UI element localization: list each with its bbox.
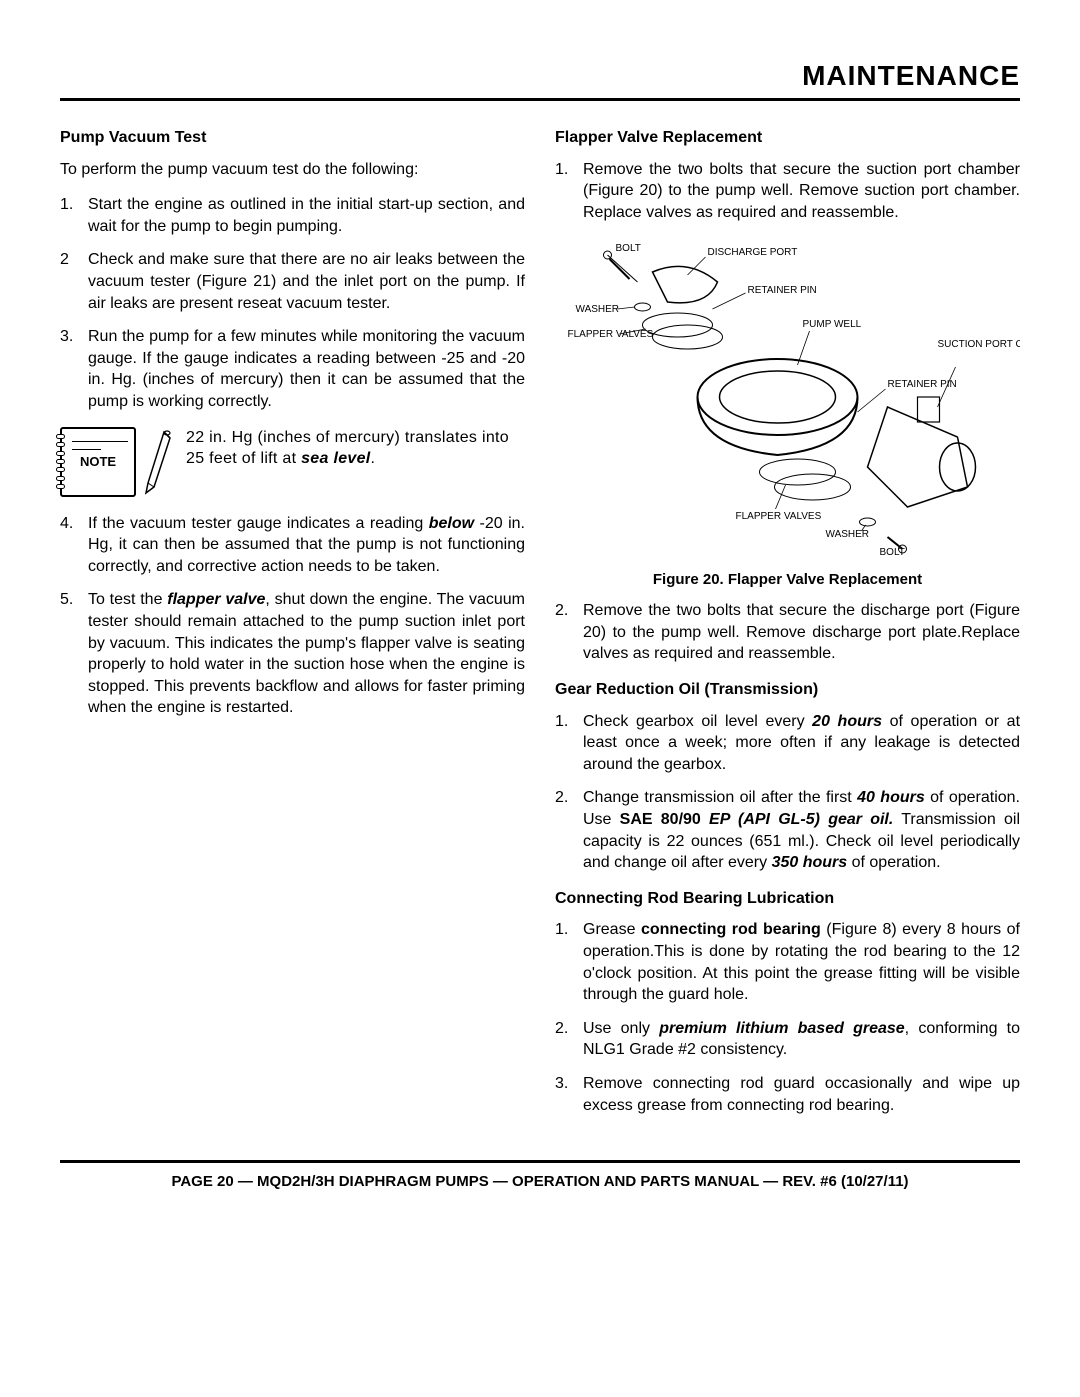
list-number: 2. xyxy=(555,787,583,873)
gear-list: 1. Check gearbox oil level every 20 hour… xyxy=(555,711,1020,874)
list-number: 2. xyxy=(555,600,583,665)
list-number: 1. xyxy=(60,194,88,237)
label-bolt-bottom: BOLT xyxy=(880,547,905,557)
list-text: Run the pump for a few minutes while mon… xyxy=(88,326,525,412)
flapper-list-2: 2. Remove the two bolts that secure the … xyxy=(555,600,1020,665)
list-item: 3. Remove connecting rod guard occasiona… xyxy=(555,1073,1020,1116)
list-item: 4. If the vacuum tester gauge indicates … xyxy=(60,513,525,578)
text-bi: flapper valve xyxy=(167,591,265,608)
note-text: 22 in. Hg (inches of mercury) translates… xyxy=(186,427,525,470)
figure-caption: Figure 20. Flapper Valve Replacement xyxy=(555,570,1020,590)
note-text-post: . xyxy=(371,450,376,467)
list-item: 1. Start the engine as outlined in the i… xyxy=(60,194,525,237)
heading-flapper-valve: Flapper Valve Replacement xyxy=(555,127,1020,149)
text-bi: 20 hours xyxy=(812,713,882,730)
list-item: 5. To test the flapper valve, shut down … xyxy=(60,589,525,719)
page-title: MAINTENANCE xyxy=(60,60,1020,101)
label-washer-bottom: WASHER xyxy=(826,529,870,540)
list-text: Remove the two bolts that secure the suc… xyxy=(583,159,1020,224)
label-suction-port-chamber: SUCTION PORT CHAMBER xyxy=(938,339,1021,350)
pencil-icon xyxy=(142,427,174,497)
list-number: 2 xyxy=(60,249,88,314)
label-retainer-pin-top: RETAINER PIN xyxy=(748,285,817,296)
vacuum-test-list-2: 4. If the vacuum tester gauge indicates … xyxy=(60,513,525,719)
notepad-icon: NOTE xyxy=(60,427,136,497)
list-text: Check and make sure that there are no ai… xyxy=(88,249,525,314)
text-pre: If the vacuum tester gauge indicates a r… xyxy=(88,515,429,532)
content-columns: Pump Vacuum Test To perform the pump vac… xyxy=(60,119,1020,1130)
text-pre: To test the xyxy=(88,591,167,608)
label-washer-top: WASHER xyxy=(576,304,620,315)
note-text-bi: sea level xyxy=(301,450,370,467)
list-number: 4. xyxy=(60,513,88,578)
text-bi: premium lithium based grease xyxy=(659,1020,904,1037)
list-item: 3. Run the pump for a few minutes while … xyxy=(60,326,525,412)
label-discharge-port: DISCHARGE PORT xyxy=(708,247,798,258)
list-number: 2. xyxy=(555,1018,583,1061)
list-text: Change transmission oil after the first … xyxy=(583,787,1020,873)
list-number: 5. xyxy=(60,589,88,719)
text-post: , shut down the engine. The vacuum teste… xyxy=(88,591,525,716)
list-text: Grease connecting rod bearing (Figure 8)… xyxy=(583,919,1020,1005)
text-b: connecting rod bearing xyxy=(641,921,821,938)
list-item: 2. Change transmission oil after the fir… xyxy=(555,787,1020,873)
text-bi: 40 hours xyxy=(857,789,925,806)
vacuum-test-list-1: 1. Start the engine as outlined in the i… xyxy=(60,194,525,412)
heading-pump-vacuum-test: Pump Vacuum Test xyxy=(60,127,525,149)
flapper-list-1: 1. Remove the two bolts that secure the … xyxy=(555,159,1020,224)
list-text: To test the flapper valve, shut down the… xyxy=(88,589,525,719)
list-text: Remove the two bolts that secure the dis… xyxy=(583,600,1020,665)
list-item: 1. Check gearbox oil level every 20 hour… xyxy=(555,711,1020,776)
list-text: Remove connecting rod guard occasionally… xyxy=(583,1073,1020,1116)
label-bolt-top: BOLT xyxy=(616,243,641,254)
list-text: Check gearbox oil level every 20 hours o… xyxy=(583,711,1020,776)
list-text: Start the engine as outlined in the init… xyxy=(88,194,525,237)
label-pump-well: PUMP WELL xyxy=(803,319,862,330)
note-icon-wrap: NOTE xyxy=(60,427,174,497)
intro-text: To perform the pump vacuum test do the f… xyxy=(60,159,525,181)
note-block: NOTE 22 in. Hg (inches of mercury) trans… xyxy=(60,427,525,497)
list-number: 1. xyxy=(555,919,583,1005)
label-flapper-valves-top: FLAPPER VALVES xyxy=(568,329,654,340)
right-column: Flapper Valve Replacement 1. Remove the … xyxy=(555,119,1020,1130)
text-pre: Grease xyxy=(583,921,641,938)
list-item: 2. Remove the two bolts that secure the … xyxy=(555,600,1020,665)
page-footer: PAGE 20 — MQD2H/3H DIAPHRAGM PUMPS — OPE… xyxy=(60,1160,1020,1190)
list-item: 2. Use only premium lithium based grease… xyxy=(555,1018,1020,1061)
heading-gear-reduction: Gear Reduction Oil (Transmission) xyxy=(555,679,1020,701)
text-pre: Use only xyxy=(583,1020,659,1037)
list-number: 3. xyxy=(60,326,88,412)
text-bi: below xyxy=(429,515,474,532)
list-text: Use only premium lithium based grease, c… xyxy=(583,1018,1020,1061)
rod-list: 1. Grease connecting rod bearing (Figure… xyxy=(555,919,1020,1116)
text-bi3: 350 hours xyxy=(772,854,848,871)
list-item: 1. Remove the two bolts that secure the … xyxy=(555,159,1020,224)
list-text: If the vacuum tester gauge indicates a r… xyxy=(88,513,525,578)
text-pre: Change transmission oil after the first xyxy=(583,789,857,806)
label-retainer-pin-right: RETAINER PIN xyxy=(888,379,957,390)
text-b: SAE 80/90 xyxy=(620,811,709,828)
text-pre: Check gearbox oil level every xyxy=(583,713,812,730)
figure-diagram: BOLT DISCHARGE PORT RETAINER PIN WASHER … xyxy=(555,237,1020,557)
note-label: NOTE xyxy=(78,453,118,471)
left-column: Pump Vacuum Test To perform the pump vac… xyxy=(60,119,525,1130)
text-bi2: EP (API GL-5) gear oil. xyxy=(709,811,893,828)
list-number: 1. xyxy=(555,159,583,224)
text-post: of operation. xyxy=(847,854,940,871)
list-number: 1. xyxy=(555,711,583,776)
list-item: 1. Grease connecting rod bearing (Figure… xyxy=(555,919,1020,1005)
label-flapper-valves-bottom: FLAPPER VALVES xyxy=(736,511,822,522)
figure-20: BOLT DISCHARGE PORT RETAINER PIN WASHER … xyxy=(555,237,1020,590)
list-item: 2 Check and make sure that there are no … xyxy=(60,249,525,314)
heading-connecting-rod: Connecting Rod Bearing Lubrication xyxy=(555,888,1020,910)
list-number: 3. xyxy=(555,1073,583,1116)
